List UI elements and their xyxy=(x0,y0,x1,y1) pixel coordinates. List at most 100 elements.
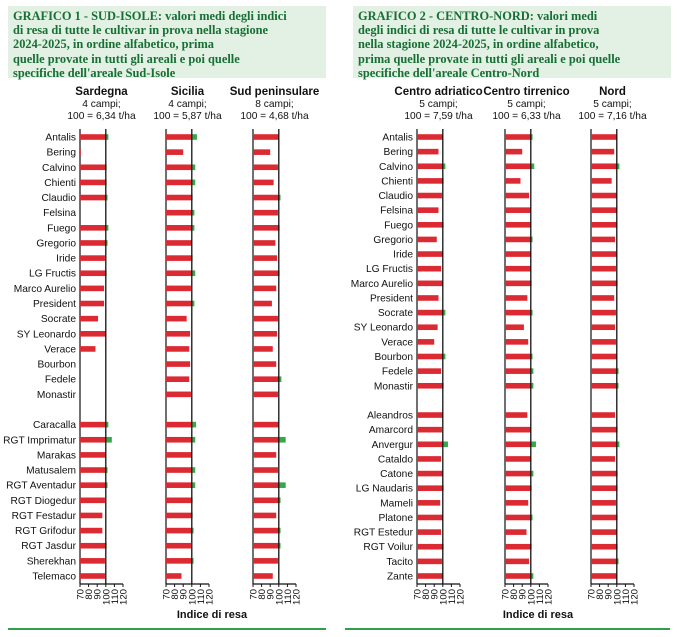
bar-iride xyxy=(166,255,192,261)
bar-amarcord xyxy=(417,426,442,433)
category-label: Socrate xyxy=(378,308,413,319)
bar-aleandros xyxy=(505,412,528,418)
bar-gregorio xyxy=(505,236,531,243)
x-tick-label: 120 xyxy=(292,589,303,605)
bar-calvino xyxy=(417,163,443,170)
x-tick-label: 90 xyxy=(93,589,104,600)
group-header: Centro tirrenico xyxy=(483,86,569,98)
x-tick-label: 100 xyxy=(612,589,623,605)
group-fields: 4 campi; xyxy=(82,99,121,110)
bar-fedele xyxy=(505,368,531,374)
x-tick-label: 70 xyxy=(501,589,512,600)
bar-monastir xyxy=(253,391,278,398)
bar-bourbon xyxy=(253,361,277,367)
group-fields: 4 campi; xyxy=(168,99,207,110)
category-label: Bering xyxy=(47,148,77,159)
x-tick-label: 100 xyxy=(274,589,285,605)
bar-gregorio xyxy=(80,240,106,246)
category-label: Fedele xyxy=(382,367,413,378)
bar-excess-claudio xyxy=(105,194,108,201)
bar-cataldo xyxy=(417,456,442,462)
category-label: RGT Aventadur xyxy=(6,481,76,492)
bar-aleandros xyxy=(591,412,616,418)
bar-calvino xyxy=(591,163,617,170)
x-tick-label: 80 xyxy=(257,589,268,600)
bar-fuego xyxy=(505,222,531,228)
bar-socrate xyxy=(253,315,278,322)
bar-bourbon xyxy=(591,353,617,360)
bar-president xyxy=(80,300,105,307)
group-base: 100 = 6,33 t/ha xyxy=(492,111,561,122)
category-label: Monastir xyxy=(37,390,77,401)
category-label: Chienti xyxy=(44,178,76,189)
category-label: Sherekhan xyxy=(27,556,76,567)
bar-excess-antalis xyxy=(530,134,533,140)
group-header: Sud peninsulare xyxy=(230,86,319,98)
bar-lg-fructis xyxy=(166,270,192,277)
x-tick-label: 100 xyxy=(438,589,449,605)
bar-rgt-voilur xyxy=(417,543,443,550)
category-label: LG Fructis xyxy=(29,269,76,280)
group-header: Sardegna xyxy=(75,86,128,98)
bar-rgt-grifodur xyxy=(253,527,279,534)
bar-iride xyxy=(417,251,443,257)
category-label: LG Fructis xyxy=(366,264,413,275)
category-label: Matusalem xyxy=(26,466,76,477)
category-label: Calvino xyxy=(42,163,76,174)
bar-platone xyxy=(505,514,531,521)
bar-catone xyxy=(417,470,443,477)
bar-antalis xyxy=(505,134,531,140)
bar-antalis xyxy=(166,134,192,140)
category-label: Amarcord xyxy=(369,425,413,436)
bar-caracalla xyxy=(80,421,106,428)
bar-rgt-voilur xyxy=(591,543,617,550)
bar-verace xyxy=(253,346,273,352)
bar-excess-president xyxy=(191,300,195,307)
bar-bering xyxy=(417,148,439,155)
bar-bourbon xyxy=(166,361,191,367)
x-tick-label: 90 xyxy=(266,589,277,600)
x-tick-label: 80 xyxy=(170,589,181,600)
bar-president xyxy=(166,300,192,307)
x-tick-label: 110 xyxy=(283,589,294,604)
category-label: Cataldo xyxy=(378,454,413,465)
x-tick-label: 90 xyxy=(604,589,615,600)
bar-excess-rgt-imprimatur xyxy=(278,436,286,443)
bar-excess-rgt-diogedur xyxy=(278,497,281,504)
bar-excess-calvino xyxy=(530,163,535,170)
bar-excess-chienti xyxy=(191,179,196,186)
bar-mameli xyxy=(591,500,616,506)
x-tick-label: 100 xyxy=(526,589,537,605)
bar-lg-fructis xyxy=(591,265,616,272)
bar-bering xyxy=(591,148,615,155)
bar-excess-calvino xyxy=(616,163,620,170)
bar-excess-caracalla xyxy=(105,421,109,428)
x-tick-label: 110 xyxy=(196,589,207,604)
bar-rgt-aventadur xyxy=(80,482,106,488)
bar-rgt-estedur xyxy=(591,529,617,535)
category-label: Fuego xyxy=(384,220,413,231)
bar-catone xyxy=(591,470,617,477)
bar-excess-socrate xyxy=(442,309,446,316)
bar-marco-aurelio xyxy=(80,285,105,292)
bar-excess-gregorio xyxy=(105,240,108,246)
bar-rgt-diogedur xyxy=(166,497,192,504)
bar-claudio xyxy=(80,194,106,201)
bar-sy-leonardo xyxy=(166,330,191,337)
x-tick-label: 110 xyxy=(447,589,458,604)
bar-excess-sherekhan xyxy=(191,558,194,564)
bar-excess-platone xyxy=(530,514,533,521)
bar-gregorio xyxy=(253,240,276,246)
bar-cataldo xyxy=(505,456,531,462)
bar-claudio xyxy=(591,192,617,199)
bar-gregorio xyxy=(591,236,616,243)
bar-excess-anvergur xyxy=(442,441,448,448)
bar-bering xyxy=(505,148,523,155)
x-tick-label: 80 xyxy=(84,589,95,600)
category-label: Catone xyxy=(380,469,413,480)
bar-excess-antalis xyxy=(105,134,109,140)
bar-marakas xyxy=(253,452,277,458)
bar-chart-sud-isole: Antalis Bering Calvino Chienti Claudio Felsin… xyxy=(3,86,319,621)
category-label: Telemaco xyxy=(32,572,76,583)
bar-excess-bourbon xyxy=(442,353,446,360)
